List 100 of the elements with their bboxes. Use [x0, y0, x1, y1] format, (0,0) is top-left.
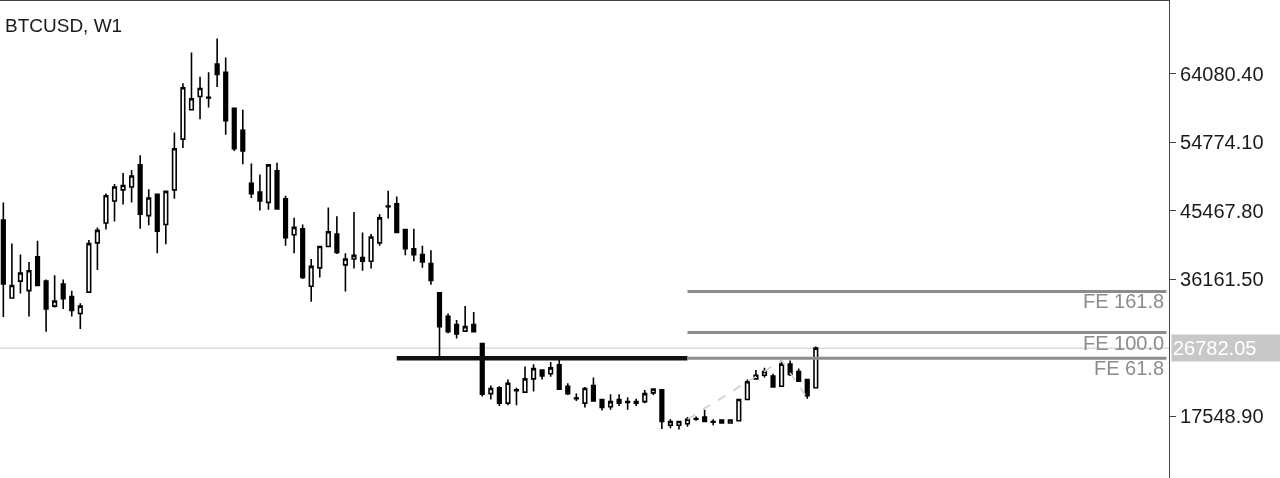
candlestick [171, 131, 177, 200]
candlestick [265, 164, 272, 211]
candlestick [736, 397, 742, 422]
candlestick [573, 392, 579, 402]
candlestick [659, 388, 665, 430]
y-tick-label: 17548.90 [1180, 405, 1264, 428]
candlestick [676, 419, 682, 431]
candlestick [325, 206, 331, 248]
candlestick [633, 397, 639, 407]
candlestick [154, 193, 160, 254]
candlestick [625, 396, 631, 411]
candlestick [34, 239, 41, 288]
candlestick [385, 189, 391, 220]
candlestick [163, 189, 169, 246]
candlestick [214, 37, 220, 88]
candlestick [129, 169, 135, 204]
candlestick [0, 201, 6, 318]
candlestick [334, 215, 340, 255]
candlestick [223, 56, 229, 136]
candlestick [471, 311, 477, 333]
candlestick [778, 359, 785, 388]
candlestick [359, 231, 366, 272]
candlestick [188, 51, 195, 111]
candlestick [282, 194, 289, 247]
candlestick [590, 376, 597, 403]
line-series [686, 359, 809, 421]
candlestick [69, 289, 75, 318]
candlestick [248, 162, 254, 199]
candlestick [146, 188, 152, 226]
candlestick [368, 233, 374, 270]
candlestick [744, 378, 750, 401]
candlestick [436, 291, 443, 358]
candlestick [419, 244, 425, 269]
candlestick [710, 418, 716, 426]
candlestick [43, 278, 49, 333]
candlestick [582, 386, 588, 409]
candlestick [454, 319, 460, 340]
candlestick [26, 261, 32, 318]
candlestick [727, 418, 733, 425]
candlestick [607, 393, 614, 411]
candlestick [505, 378, 511, 407]
y-tick-label: 45467.80 [1180, 199, 1264, 222]
candlestick [205, 71, 212, 109]
candlestick [377, 213, 383, 247]
series-label: FE 161.8 [1083, 290, 1165, 312]
candlestick [522, 365, 528, 393]
candlestick [111, 183, 118, 223]
candlestick [642, 389, 648, 404]
candlestick [667, 418, 673, 429]
series-label: FE 100.0 [1083, 332, 1165, 354]
candlestick [548, 361, 554, 378]
candlestick [197, 75, 203, 121]
candlestick [445, 312, 451, 335]
candlestick [804, 378, 810, 400]
candlestick [599, 397, 605, 412]
candlestick [539, 368, 545, 381]
y-tick-label: 54774.10 [1180, 131, 1264, 154]
candlestick [308, 258, 314, 303]
candlestick [137, 154, 143, 230]
candlestick [240, 108, 246, 165]
candlestick [274, 161, 280, 210]
candlestick [530, 363, 537, 393]
candlestick [52, 274, 58, 309]
candlestick [402, 228, 408, 257]
candlestick [513, 386, 520, 407]
candlestick [291, 217, 297, 254]
candlestick [317, 244, 323, 279]
candlestick [103, 192, 109, 231]
candlestick [180, 82, 186, 149]
candlestick [702, 408, 708, 423]
candlestick [488, 384, 494, 401]
candlestick [9, 242, 15, 300]
candlestick [565, 382, 571, 396]
y-tick-label: 36161.50 [1180, 268, 1264, 291]
candlestick [60, 278, 66, 310]
candlestick [719, 419, 725, 425]
candlestick [616, 393, 622, 407]
candlestick [428, 249, 434, 286]
candlestick [787, 359, 793, 377]
candlestick [94, 226, 101, 271]
text: BTCUSD, W1 [5, 14, 123, 36]
candlestick [462, 305, 468, 332]
candlestick [342, 252, 349, 293]
candlestick [796, 367, 802, 383]
candlestick [770, 372, 776, 388]
candlestick [351, 211, 357, 270]
candlestick [394, 195, 400, 235]
candlestick [813, 345, 819, 389]
candlestick [753, 369, 759, 381]
candlestick [86, 239, 92, 293]
y-tick-label: 64080.40 [1180, 62, 1264, 85]
candlestick [693, 415, 699, 422]
candlestick [17, 253, 24, 295]
candlestick [300, 223, 306, 280]
candlestick [231, 107, 237, 152]
candlestick [650, 387, 656, 396]
candlestick [411, 228, 417, 263]
series-label: FE 61.8 [1094, 357, 1165, 379]
candlestick [496, 385, 502, 407]
candlestick [120, 172, 126, 206]
